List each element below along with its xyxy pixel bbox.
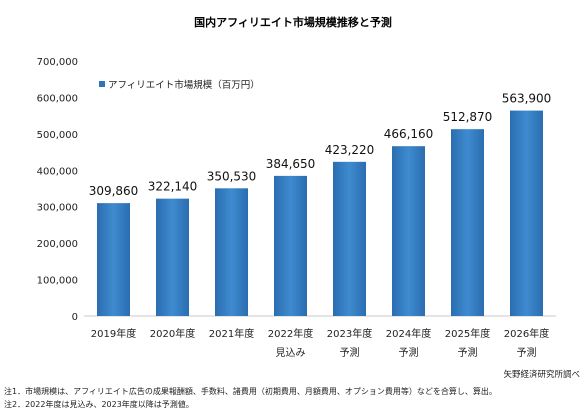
data-label: 423,220 (325, 143, 375, 157)
x-category-sublabel: 予測 (340, 346, 360, 359)
data-label: 512,870 (443, 110, 493, 124)
y-axis-ticks: 0 100,000 200,000 300,000 400,000 500,000 600,… (37, 57, 78, 323)
bar (510, 110, 543, 316)
data-label: 309,860 (89, 184, 139, 198)
y-tick-label: 0 (72, 312, 78, 323)
data-label: 466,160 (384, 127, 434, 141)
y-tick-label: 300,000 (37, 203, 78, 214)
x-category-label: 2025年度 (445, 327, 490, 340)
chart-title: 国内アフィリエイト市場規模推移と予測 (194, 15, 392, 29)
legend-label: アフィリエイト市場規模（百万円） (108, 79, 260, 91)
bar (333, 161, 366, 316)
note-2: 注2．2022年度は見込み、2023年度以降は予測値。 (4, 400, 194, 409)
data-labels: 309,860 322,140 350,530 384,650 423,220 466,1… (89, 92, 552, 199)
y-tick-label: 700,000 (37, 57, 78, 68)
x-category-label: 2020年度 (150, 327, 195, 340)
data-label: 384,650 (266, 157, 316, 171)
bar (451, 129, 484, 316)
x-category-sublabel: 予測 (458, 346, 478, 359)
y-tick-label: 500,000 (37, 130, 78, 141)
bar (274, 175, 307, 316)
bar (97, 203, 130, 316)
x-category-label: 2019年度 (91, 327, 136, 340)
data-label: 350,530 (207, 169, 257, 183)
note-1: 注1．市場規模は、アフィリエイト広告の成果報酬額、手数料、諸費用（初期費用、月額… (4, 387, 497, 396)
x-category-label: 2024年度 (386, 327, 431, 340)
data-label: 563,900 (502, 92, 552, 106)
bar (156, 198, 189, 316)
data-label: 322,140 (148, 180, 198, 194)
x-category-sublabel: 予測 (517, 346, 537, 359)
y-tick-label: 600,000 (37, 93, 78, 104)
bar (392, 146, 425, 316)
x-category-label: 2021年度 (209, 327, 254, 340)
y-tick-label: 100,000 (37, 276, 78, 287)
bar (215, 188, 248, 316)
y-tick-label: 200,000 (37, 239, 78, 250)
y-tick-label: 400,000 (37, 166, 78, 177)
x-category-label: 2023年度 (327, 327, 372, 340)
source-credit: 矢野経済研究所調べ (503, 370, 580, 380)
x-axis-categories: 2019年度 2020年度 2021年度 2022年度見込み2023年度予測2024年… (91, 327, 549, 359)
x-category-label: 2022年度 (268, 327, 313, 340)
bars (97, 110, 543, 316)
x-category-sublabel: 見込み (276, 347, 306, 359)
legend-swatch (99, 81, 105, 87)
legend: アフィリエイト市場規模（百万円） (99, 79, 260, 91)
x-category-label: 2026年度 (504, 327, 549, 340)
x-category-sublabel: 予測 (399, 346, 419, 359)
